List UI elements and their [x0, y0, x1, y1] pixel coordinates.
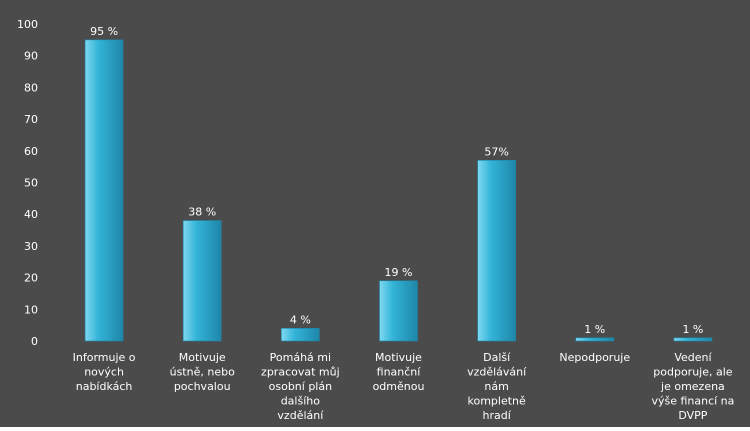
data-label: 1 % [584, 323, 605, 336]
y-tick-label: 100 [17, 18, 38, 31]
bar [379, 280, 418, 342]
x-tick-label: vzdělání [277, 409, 324, 422]
x-tick-label: podporuje, ale [653, 366, 733, 379]
x-tick-label: DVPP [678, 409, 707, 422]
y-tick-label: 40 [24, 208, 38, 221]
y-tick-label: 60 [24, 145, 38, 158]
y-axis: 0 10 20 30 40 50 60 70 80 90 100 [17, 18, 38, 348]
bar [182, 220, 222, 342]
x-tick-label: zpracovat můj [261, 366, 340, 379]
data-label: 57% [484, 145, 508, 158]
data-label: 95 % [90, 25, 118, 38]
data-label: 4 % [290, 313, 311, 326]
bar [673, 337, 713, 342]
data-label: 38 % [188, 206, 216, 219]
x-tick-label: dalšího [281, 395, 321, 408]
x-tick-label: ústně, nebo [170, 366, 235, 379]
y-tick-label: 70 [24, 113, 38, 126]
x-tick-label: Motivuje [179, 351, 226, 364]
x-tick-label: pochvalou [174, 380, 231, 393]
x-tick-label: nám [484, 380, 508, 393]
x-tick-label: hradí [483, 409, 512, 422]
x-tick-label: Pomáhá mi [270, 351, 331, 364]
y-tick-label: 80 [24, 81, 38, 94]
y-tick-label: 50 [24, 177, 38, 190]
y-tick-label: 10 [24, 303, 38, 316]
x-tick-label: Informuje o [73, 351, 136, 364]
bar [575, 337, 615, 342]
data-labels: 95 % 38 % 4 % 19 % 57% 1 % 1 % [90, 25, 703, 336]
y-tick-label: 30 [24, 240, 38, 253]
x-tick-label: nabídkách [76, 380, 133, 393]
bar [477, 160, 516, 342]
bars [84, 39, 713, 342]
x-tick-label: kompletně [467, 395, 526, 408]
y-tick-label: 0 [31, 335, 38, 348]
x-tick-label: Vedení [674, 351, 712, 364]
bar [84, 39, 124, 342]
x-tick-label: výše financí na [651, 395, 734, 408]
data-label: 19 % [385, 266, 413, 279]
y-tick-label: 90 [24, 50, 38, 63]
bar [281, 328, 320, 342]
x-tick-label: vzdělávání [467, 366, 527, 379]
x-tick-label: Motivuje [375, 351, 422, 364]
x-tick-label: odměnou [373, 380, 425, 393]
x-tick-label: je omezena [660, 380, 725, 393]
x-tick-label: Další [483, 351, 511, 364]
x-tick-label: osobní plán [269, 380, 332, 393]
x-tick-label: nových [84, 366, 124, 379]
x-tick-label: finanční [377, 366, 422, 379]
data-label: 1 % [682, 323, 703, 336]
x-tick-label: Nepodporuje [559, 351, 630, 364]
y-tick-label: 20 [24, 272, 38, 285]
